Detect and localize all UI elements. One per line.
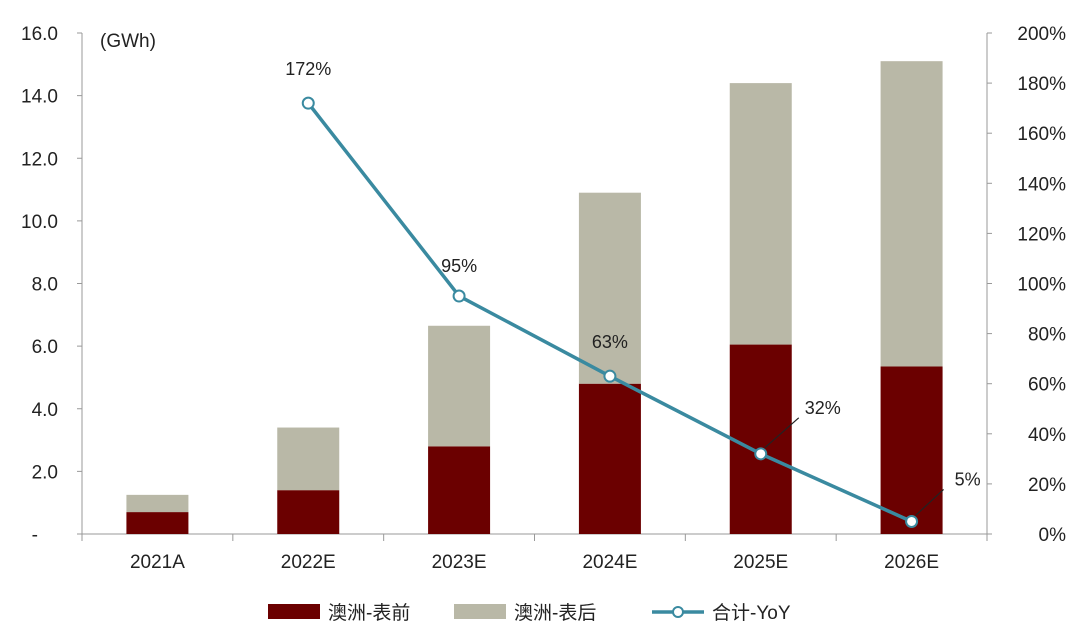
legend-swatch [454,604,506,619]
right-tick-label: 80% [1028,325,1066,346]
right-tick-label: 140% [1017,174,1066,195]
bar-behind-meter [729,83,792,345]
category-label: 2023E [432,552,487,573]
category-label: 2025E [733,552,788,573]
right-tick-label: 20% [1028,475,1066,496]
right-tick-label: 200% [1017,24,1066,45]
legend-label: 澳洲-表前 [328,602,410,624]
left-tick-label: 4.0 [32,400,58,421]
unit-label: (GWh) [100,31,156,52]
yoy-marker [301,96,315,110]
right-tick-label: 60% [1028,375,1066,396]
yoy-marker [603,369,617,383]
legend-swatch [268,604,320,619]
yoy-data-label: 32% [805,398,841,418]
left-tick-label: 8.0 [32,275,58,296]
right-tick-label: 180% [1017,74,1066,95]
right-tick-label: 160% [1017,124,1066,145]
bar-front-of-meter [126,512,189,534]
bar-behind-meter [880,61,943,367]
yoy-marker [905,514,919,528]
left-tick-label: 6.0 [32,337,58,358]
category-label: 2026E [884,552,939,573]
bar-front-of-meter [428,446,491,534]
legend-label: 澳洲-表后 [514,602,596,624]
yoy-data-label: 172% [285,59,331,79]
left-tick-label: - [32,525,38,546]
bar-behind-meter [126,494,189,513]
right-tick-label: 0% [1039,525,1067,546]
category-label: 2022E [281,552,336,573]
right-tick-label: 120% [1017,224,1066,245]
data-label-leader [764,417,800,449]
bar-front-of-meter [729,344,792,534]
legend: 澳洲-表前 澳洲-表后 合计-YoY [268,602,791,624]
right-tick-label: 100% [1017,275,1066,296]
legend-item: 澳洲-表前 [268,602,410,624]
yoy-data-label: 63% [592,332,628,352]
left-tick-label: 2.0 [32,462,58,483]
bar-behind-meter [277,427,340,491]
left-tick-label: 16.0 [21,24,58,45]
left-tick-label: 14.0 [21,87,58,108]
bar-behind-meter [578,192,641,384]
left-tick-label: 10.0 [21,212,58,233]
legend-marker [672,606,684,618]
data-label-leader [915,489,944,516]
bar-behind-meter [428,325,491,447]
yoy-data-label: 95% [441,256,477,276]
legend-item: 澳洲-表后 [454,602,596,624]
yoy-data-label: 5% [955,469,981,489]
right-tick-label: 40% [1028,425,1066,446]
legend-label: 合计-YoY [712,602,791,624]
yoy-marker [452,289,466,303]
legend-item: 合计-YoY [652,602,791,624]
bar-front-of-meter [880,366,943,534]
left-tick-label: 12.0 [21,149,58,170]
bar-front-of-meter [277,490,340,534]
bar-front-of-meter [578,383,641,534]
category-label: 2024E [582,552,637,573]
category-label: 2021A [130,552,185,573]
yoy-marker [754,447,768,461]
